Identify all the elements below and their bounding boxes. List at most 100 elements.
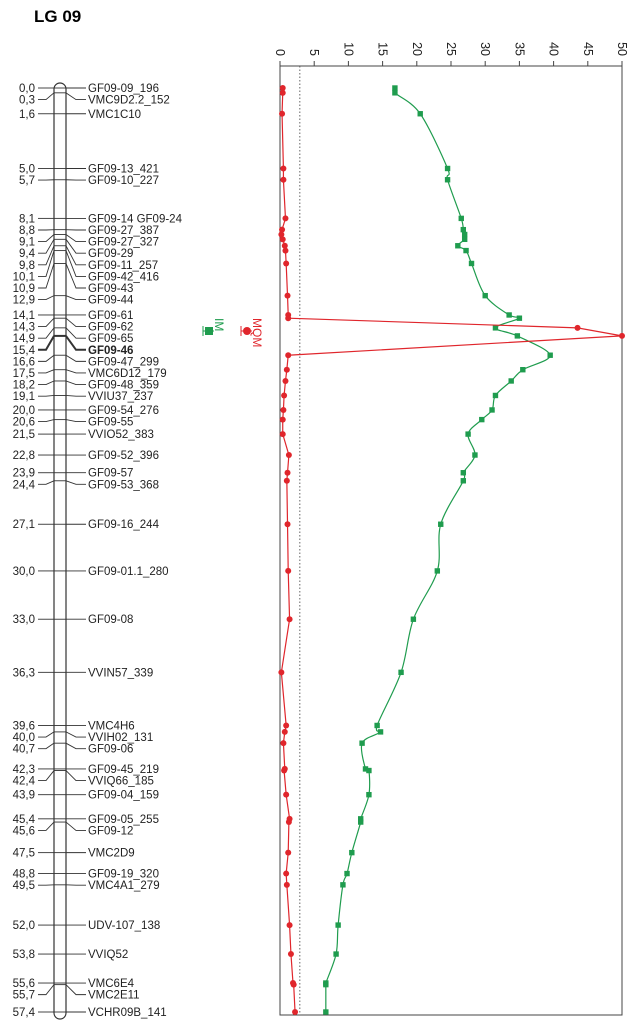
marker-name: VMC6E4: [88, 978, 135, 990]
im-point: [492, 392, 499, 399]
im-point: [458, 215, 464, 222]
marker-name: GF09-46: [88, 345, 133, 357]
marker-position: 0,0: [19, 83, 35, 95]
marker-position: 21,5: [13, 429, 35, 441]
marker-leader: [65, 770, 86, 781]
mqm-point: [281, 242, 288, 249]
mqm-point: [283, 870, 290, 877]
im-point: [460, 470, 467, 476]
marker-name: VCHR09B_141: [88, 1007, 167, 1019]
im-point: [514, 333, 521, 339]
im-point: [492, 325, 499, 331]
marker-position: 14,9: [13, 333, 35, 345]
im-point: [323, 981, 329, 988]
position-leader: [38, 742, 55, 750]
im-point: [479, 416, 485, 423]
marker-name: GF09-16_244: [88, 519, 160, 531]
position-leader: [38, 245, 55, 266]
mqm-point: [286, 616, 293, 623]
mqm-point: [285, 452, 292, 459]
marker-position: 5,7: [19, 175, 35, 187]
im-point: [520, 367, 526, 373]
im-point: [344, 870, 350, 877]
mqm-point: [283, 477, 290, 484]
mqm-point: [286, 922, 293, 929]
position-leader: [38, 327, 55, 339]
position-leader: [38, 92, 55, 101]
position-leader: [38, 395, 55, 397]
mqm-point: [285, 352, 292, 359]
im-point: [482, 292, 488, 299]
marker-name: GF09-53_368: [88, 479, 159, 491]
mqm-point: [283, 366, 290, 373]
lod-plot: 0 5 10 15 20 25 30 35 40 45 50: [273, 42, 629, 1016]
legend-im-label: IM: [212, 318, 226, 331]
mqm-point: [279, 226, 286, 233]
marker-position: 19,1: [13, 391, 35, 403]
marker-name: GF09-06: [88, 744, 133, 756]
marker-leader: [65, 92, 86, 101]
marker-leader: [65, 395, 86, 397]
im-point: [547, 352, 553, 358]
im-point: [472, 452, 478, 458]
im-point: [506, 312, 512, 318]
mqm-point: [284, 521, 291, 528]
legend: MQM IM: [202, 318, 264, 347]
marker-position: 16,6: [13, 356, 35, 368]
mqm-point: [619, 332, 625, 339]
im-point: [398, 669, 404, 676]
im-point: [417, 111, 423, 117]
mqm-point: [284, 469, 291, 476]
im-curve: [324, 87, 551, 1012]
marker-name: GF09-52_396: [88, 450, 159, 462]
im-point: [461, 231, 468, 238]
position-leader: [38, 984, 55, 996]
im-point: [410, 616, 417, 622]
im-point: [323, 1009, 329, 1015]
im-point: [359, 740, 365, 746]
marker-position: 33,0: [13, 614, 35, 626]
position-leader: [38, 480, 55, 485]
marker-leader: [65, 317, 86, 328]
marker-name: GF09-65: [88, 333, 133, 345]
im-point: [392, 90, 398, 96]
marker-name: GF09-47_299: [88, 356, 159, 368]
marker-position: 45,6: [13, 825, 35, 837]
im-point: [333, 951, 339, 957]
marker-name: VMC1C10: [88, 109, 141, 121]
marker-leader: [65, 984, 86, 996]
mqm-point: [282, 247, 289, 254]
marker-position: 12,9: [13, 295, 35, 307]
marker-position: 20,6: [13, 417, 35, 429]
marker-position: 52,0: [13, 920, 35, 932]
marker-name: VVIU37_237: [88, 391, 153, 403]
position-leader: [38, 821, 55, 831]
marker-position: 43,9: [13, 790, 35, 802]
im-point: [366, 791, 372, 798]
marker-name: GF09-19_320: [88, 869, 159, 881]
lod-axis-tick-label: 40: [547, 42, 561, 56]
marker-name: VMC4H6: [88, 720, 135, 732]
marker-position: 0,3: [19, 95, 35, 107]
mqm-point: [282, 215, 289, 222]
position-leader: [38, 295, 55, 301]
im-point: [366, 767, 372, 774]
marker-position: 5,0: [19, 163, 35, 175]
marker-position: 8,8: [19, 225, 35, 237]
marker-position: 20,0: [13, 405, 35, 417]
marker-name: VVIO52_383: [88, 429, 154, 441]
mqm-point: [283, 881, 290, 888]
marker-leader: [65, 250, 86, 277]
marker-leader: [65, 245, 86, 266]
plot-frame: [279, 65, 623, 1016]
lod-axis-tick-label: 30: [478, 42, 492, 56]
marker-name: VMC2D9: [88, 848, 135, 860]
marker-name: VMC9D2.2_152: [88, 95, 170, 107]
mqm-point: [285, 819, 292, 826]
im-point: [358, 819, 364, 825]
mqm-point: [280, 176, 287, 183]
mqm-point: [279, 85, 286, 91]
mqm-point: [279, 431, 286, 438]
marker-name: GF09-01.1_280: [88, 566, 169, 578]
mqm-point: [281, 728, 288, 735]
